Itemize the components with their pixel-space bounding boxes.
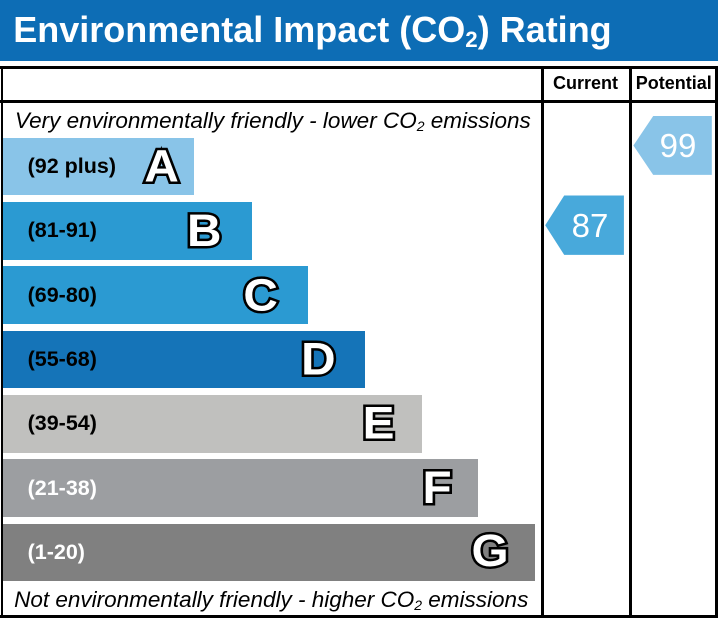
svg-text:E: E [363, 398, 395, 448]
svg-text:F: F [423, 462, 452, 512]
svg-text:D: D [301, 334, 335, 384]
svg-text:87: 87 [572, 207, 609, 244]
svg-text:C: C [243, 270, 277, 320]
svg-text:G: G [471, 525, 508, 575]
svg-text:A: A [144, 141, 178, 191]
svg-text:99: 99 [660, 127, 697, 164]
svg-text:B: B [187, 205, 221, 255]
